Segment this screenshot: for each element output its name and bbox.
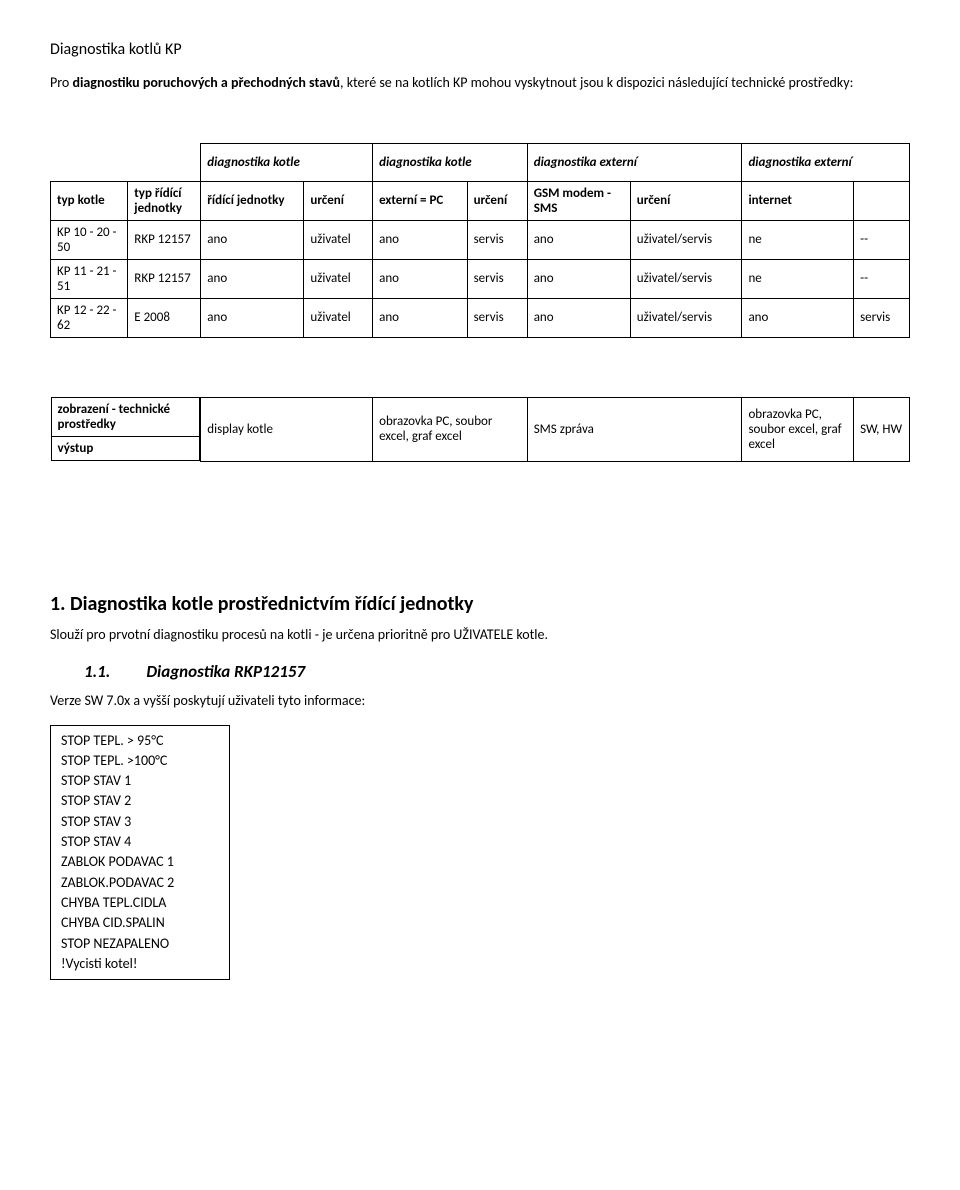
- box-line: STOP TEPL. > 95°C: [61, 731, 219, 751]
- table-row: KP 11 - 21 - 51 RKP 12157 ano uživatel a…: [51, 259, 910, 298]
- cell: ano: [527, 220, 630, 259]
- box-line: !Vycisti kotel!: [61, 954, 219, 974]
- cell: servis: [467, 298, 527, 337]
- cell-typ-kotle: KP 10 - 20 - 50: [51, 220, 128, 259]
- cell: uživatel/servis: [630, 220, 742, 259]
- col-ridici-jednotky: řídící jednotky: [201, 181, 304, 220]
- section-1-1-title: 1.1. Diagnostika RKP12157: [84, 661, 910, 682]
- box-line: STOP STAV 1: [61, 771, 219, 791]
- col-urceni-3: určení: [630, 181, 742, 220]
- footer-sms: SMS zpráva: [527, 397, 742, 461]
- header-diag-ext-1: diagnostika externí: [527, 143, 742, 181]
- footer-sw-hw: SW, HW: [854, 397, 910, 461]
- cell: ne: [742, 259, 854, 298]
- cell: uživatel: [304, 298, 373, 337]
- header-diag-ext-2: diagnostika externí: [742, 143, 910, 181]
- col-urceni-2: určení: [467, 181, 527, 220]
- diagnostics-table: diagnostika kotle diagnostika kotle diag…: [50, 143, 910, 462]
- cell: ano: [373, 298, 467, 337]
- col-urceni-1: určení: [304, 181, 373, 220]
- cell: ne: [742, 220, 854, 259]
- header-diag-kotle-2: diagnostika kotle: [373, 143, 528, 181]
- cell: uživatel/servis: [630, 259, 742, 298]
- cell: servis: [854, 298, 910, 337]
- section-1-title: 1. Diagnostika kotle prostřednictvím říd…: [50, 592, 910, 616]
- col-empty: [854, 181, 910, 220]
- cell: --: [854, 259, 910, 298]
- intro-rest: , které se na kotlích KP mohou vyskytnou…: [340, 74, 853, 91]
- cell-typ-kotle: KP 12 - 22 - 62: [51, 298, 128, 337]
- info-box: STOP TEPL. > 95°C STOP TEPL. >100°C STOP…: [50, 725, 230, 981]
- col-typ-jednotky: typ řídící jednotky: [128, 181, 201, 220]
- cell: uživatel: [304, 259, 373, 298]
- header-diag-kotle-1: diagnostika kotle: [201, 143, 373, 181]
- cell: ano: [201, 259, 304, 298]
- cell: ano: [527, 259, 630, 298]
- section-1-desc: Slouží pro prvotní diagnostiku procesů n…: [50, 626, 910, 643]
- sub-title-text: Diagnostika RKP12157: [146, 661, 305, 682]
- cell: ano: [201, 298, 304, 337]
- cell-jednotky: RKP 12157: [128, 259, 201, 298]
- box-line: ZABLOK PODAVAC 1: [61, 852, 219, 872]
- footer-obrazovka-2: obrazovka PC, soubor excel, graf excel: [742, 397, 854, 461]
- col-gsm-modem: GSM modem - SMS: [527, 181, 630, 220]
- box-line: STOP STAV 4: [61, 832, 219, 852]
- cell: uživatel: [304, 220, 373, 259]
- footer-label-1: zobrazení - technické prostředky: [51, 397, 201, 436]
- cell: uživatel/servis: [630, 298, 742, 337]
- cell: servis: [467, 259, 527, 298]
- cell: ano: [742, 298, 854, 337]
- box-line: STOP NEZAPALENO: [61, 934, 219, 954]
- footer-label-2: výstup: [51, 436, 201, 461]
- table-row-footer: zobrazení - technické prostředky výstup …: [51, 397, 910, 461]
- footer-obrazovka-1: obrazovka PC, soubor excel, graf excel: [373, 397, 528, 461]
- table-row: KP 12 - 22 - 62 E 2008 ano uživatel ano …: [51, 298, 910, 337]
- intro-prefix: Pro: [50, 74, 72, 91]
- cell: --: [854, 220, 910, 259]
- cell: servis: [467, 220, 527, 259]
- cell-jednotky: RKP 12157: [128, 220, 201, 259]
- cell: ano: [527, 298, 630, 337]
- intro-paragraph: Pro diagnostiku poruchových a přechodnýc…: [50, 73, 910, 93]
- col-typ-kotle: typ kotle: [51, 181, 128, 220]
- cell: ano: [373, 259, 467, 298]
- cell: ano: [373, 220, 467, 259]
- box-line: CHYBA TEPL.CIDLA: [61, 893, 219, 913]
- section-1-1-desc: Verze SW 7.0x a vyšší poskytují uživatel…: [50, 692, 910, 709]
- box-line: STOP TEPL. >100°C: [61, 751, 219, 771]
- page-title: Diagnostika kotlů KP: [50, 40, 910, 59]
- cell-jednotky: E 2008: [128, 298, 201, 337]
- footer-display-kotle: display kotle: [201, 397, 373, 461]
- cell: ano: [201, 220, 304, 259]
- cell-typ-kotle: KP 11 - 21 - 51: [51, 259, 128, 298]
- box-line: ZABLOK.PODAVAC 2: [61, 873, 219, 893]
- box-line: STOP STAV 3: [61, 812, 219, 832]
- table-row: KP 10 - 20 - 50 RKP 12157 ano uživatel a…: [51, 220, 910, 259]
- col-internet: internet: [742, 181, 854, 220]
- box-line: CHYBA CID.SPALIN: [61, 913, 219, 933]
- col-externi-pc: externí = PC: [373, 181, 467, 220]
- intro-bold: diagnostiku poruchových a přechodných st…: [72, 74, 340, 91]
- box-line: STOP STAV 2: [61, 791, 219, 811]
- sub-num: 1.1.: [84, 661, 110, 682]
